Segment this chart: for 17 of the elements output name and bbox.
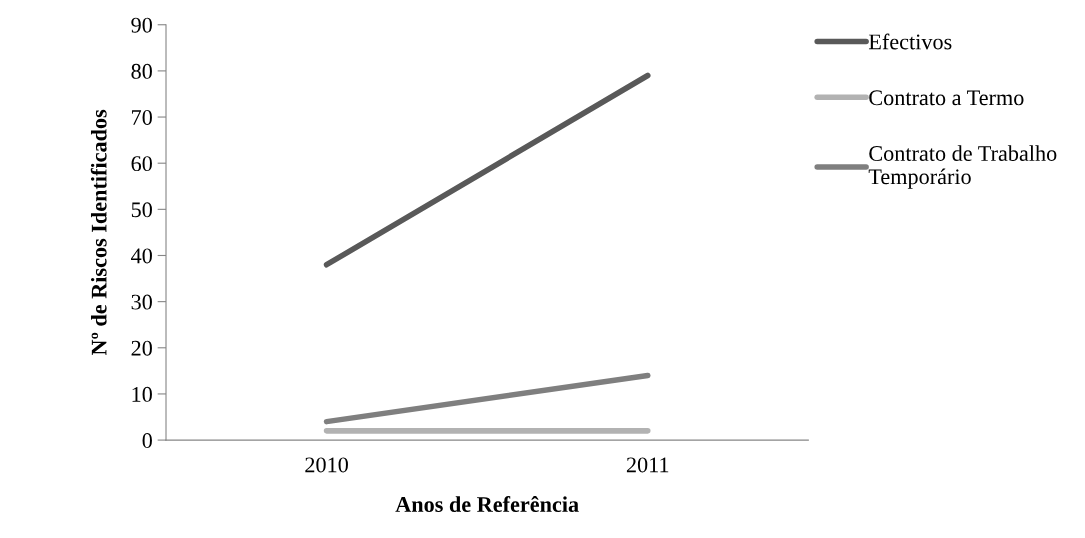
legend-label: Efectivos — [868, 33, 952, 50]
y-tick-label: 40 — [131, 248, 152, 264]
y-tick-label: 70 — [132, 109, 152, 125]
y-tick-label: 0 — [142, 433, 152, 449]
x-tick-label: 2011 — [626, 457, 669, 473]
y-tick-label: 80 — [131, 63, 152, 79]
y-axis-title: Nº de Riscos Identificados — [90, 109, 107, 356]
y-tick-label: 60 — [131, 156, 152, 172]
y-tick-label: 50 — [131, 202, 152, 218]
y-tick-label: 10 — [132, 386, 152, 402]
y-tick-label: 20 — [131, 340, 152, 356]
legend-label: Contrato de Trabalho Temporário — [868, 145, 1057, 189]
x-tick-label: 2010 — [305, 457, 348, 473]
y-tick-label: 30 — [131, 294, 152, 310]
legend-label: Contrato a Termo — [869, 90, 1024, 106]
x-axis-title: Anos de Referência — [395, 496, 579, 512]
y-tick-label: 90 — [131, 17, 152, 33]
